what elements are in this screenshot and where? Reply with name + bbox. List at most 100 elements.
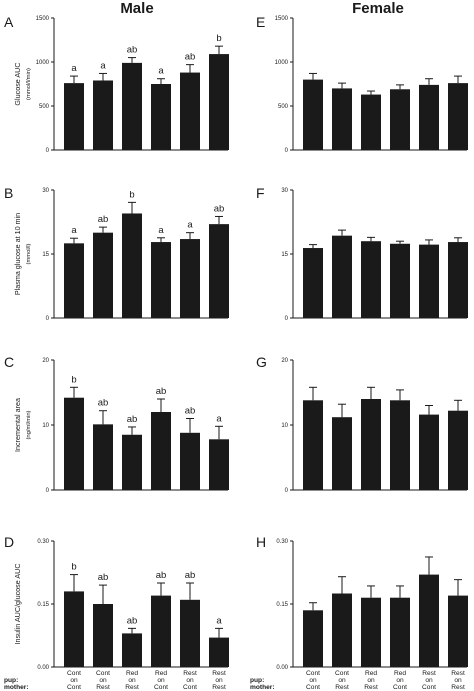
bar-5 bbox=[180, 599, 200, 667]
bar-4 bbox=[390, 597, 410, 667]
y-tick-label: 0.00 bbox=[276, 665, 288, 671]
bar-1 bbox=[64, 243, 84, 318]
bar-5 bbox=[180, 239, 200, 318]
significance-label: a bbox=[187, 220, 193, 231]
bar-3 bbox=[122, 213, 142, 318]
category-labels-female: ContonContContonRestRedonRestRedonContRe… bbox=[250, 670, 465, 691]
bar-1 bbox=[303, 248, 323, 318]
female-column-title: Female bbox=[352, 0, 404, 17]
bar-2 bbox=[332, 88, 352, 150]
significance-label: a bbox=[216, 413, 222, 424]
bar-4 bbox=[390, 89, 410, 150]
bar-3 bbox=[361, 399, 381, 490]
category-label: Rest bbox=[183, 670, 197, 677]
y-tick-label: 0.30 bbox=[37, 539, 49, 545]
bar-2 bbox=[332, 593, 352, 667]
male-column-title: Male bbox=[120, 0, 153, 17]
category-label: Cont bbox=[306, 684, 320, 691]
y-tick-label: 1500 bbox=[275, 16, 289, 22]
category-label: Cont bbox=[154, 684, 168, 691]
bar-1 bbox=[64, 591, 84, 667]
bar-6 bbox=[448, 242, 468, 318]
y-axis-unit: (ng/ml/min) bbox=[26, 410, 32, 439]
mother-row-label: mother: bbox=[4, 684, 29, 691]
y-tick-label: 10 bbox=[42, 423, 49, 429]
category-label: on bbox=[128, 677, 136, 684]
category-label: Rest bbox=[364, 684, 378, 691]
panel-f: F 0 15 30 bbox=[256, 185, 468, 322]
category-label: on bbox=[338, 677, 346, 684]
significance-label: b bbox=[71, 562, 76, 573]
category-label: Red bbox=[155, 670, 167, 677]
y-tick-label: 1000 bbox=[36, 60, 50, 66]
panel-h: H 0.00 0.15 0.30 bbox=[256, 534, 468, 671]
y-tick-label: 0.30 bbox=[276, 539, 288, 545]
y-tick-label: 0.15 bbox=[276, 602, 288, 608]
category-label: Red bbox=[365, 670, 377, 677]
bar-6 bbox=[448, 410, 468, 490]
y-axis-label: Glucose AUC bbox=[13, 62, 22, 105]
significance-label: ab bbox=[185, 52, 196, 63]
bar-2 bbox=[93, 604, 113, 667]
bar-1 bbox=[303, 79, 323, 150]
y-tick-label: 1000 bbox=[275, 60, 289, 66]
y-tick-label: 20 bbox=[281, 358, 288, 364]
y-tick-label: 15 bbox=[42, 252, 49, 258]
bar-3 bbox=[361, 94, 381, 150]
significance-label: a bbox=[158, 225, 164, 236]
category-label: Cont bbox=[96, 670, 110, 677]
category-label: on bbox=[157, 677, 165, 684]
category-label: on bbox=[215, 677, 223, 684]
y-tick-label: 0.15 bbox=[37, 602, 49, 608]
category-label: Rest bbox=[451, 670, 465, 677]
bar-4 bbox=[390, 400, 410, 490]
category-label: Cont bbox=[306, 670, 320, 677]
y-tick-label: 30 bbox=[281, 188, 288, 194]
significance-label: ab bbox=[185, 406, 196, 417]
bar-1 bbox=[64, 83, 84, 150]
mother-row-label: mother: bbox=[250, 684, 275, 691]
category-label: on bbox=[309, 677, 317, 684]
bar-4 bbox=[151, 84, 171, 150]
y-axis-unit: (mmol/l/min) bbox=[26, 68, 32, 100]
category-label: Rest bbox=[451, 684, 465, 691]
category-labels-male: ContonContContonRestRedonRestRedonContRe… bbox=[4, 670, 226, 691]
significance-label: a bbox=[71, 225, 77, 236]
category-label: on bbox=[186, 677, 194, 684]
pup-row-label: pup: bbox=[4, 677, 18, 684]
category-label: Cont bbox=[393, 684, 407, 691]
y-axis-unit: (mmol/l) bbox=[26, 243, 32, 264]
significance-label: a bbox=[100, 60, 106, 71]
y-tick-label: 0 bbox=[46, 148, 50, 154]
y-tick-label: 0 bbox=[46, 488, 50, 494]
category-label: on bbox=[99, 677, 107, 684]
bar-3 bbox=[361, 241, 381, 318]
bar-6 bbox=[209, 224, 229, 318]
significance-label: ab bbox=[98, 214, 109, 225]
significance-label: ab bbox=[98, 572, 109, 583]
category-label: Cont bbox=[183, 684, 197, 691]
panel-e: E 0 500 1000 1500 bbox=[256, 14, 468, 154]
bar-4 bbox=[151, 412, 171, 490]
bar-5 bbox=[419, 574, 439, 667]
panel-d: D 0.00 0.15 0.30 Insulin AUC/glucose AUC b ab a… bbox=[4, 534, 229, 671]
significance-label: ab bbox=[98, 398, 109, 409]
y-tick-label: 500 bbox=[278, 104, 289, 110]
category-label: on bbox=[425, 677, 433, 684]
bar-2 bbox=[332, 417, 352, 490]
category-label: Rest bbox=[212, 684, 226, 691]
bar-5 bbox=[419, 84, 439, 150]
y-axis-label: Plasma glucose at 10 min bbox=[13, 213, 22, 295]
significance-label: ab bbox=[185, 570, 196, 581]
bar-3 bbox=[122, 62, 142, 150]
y-tick-label: 0 bbox=[285, 488, 289, 494]
category-label: Red bbox=[126, 670, 138, 677]
y-tick-label: 15 bbox=[281, 252, 288, 258]
panel-letter-d: D bbox=[4, 534, 14, 550]
significance-label: ab bbox=[127, 615, 138, 626]
category-label: on bbox=[367, 677, 375, 684]
bar-1 bbox=[64, 397, 84, 490]
bar-3 bbox=[122, 434, 142, 490]
bar-2 bbox=[93, 80, 113, 150]
